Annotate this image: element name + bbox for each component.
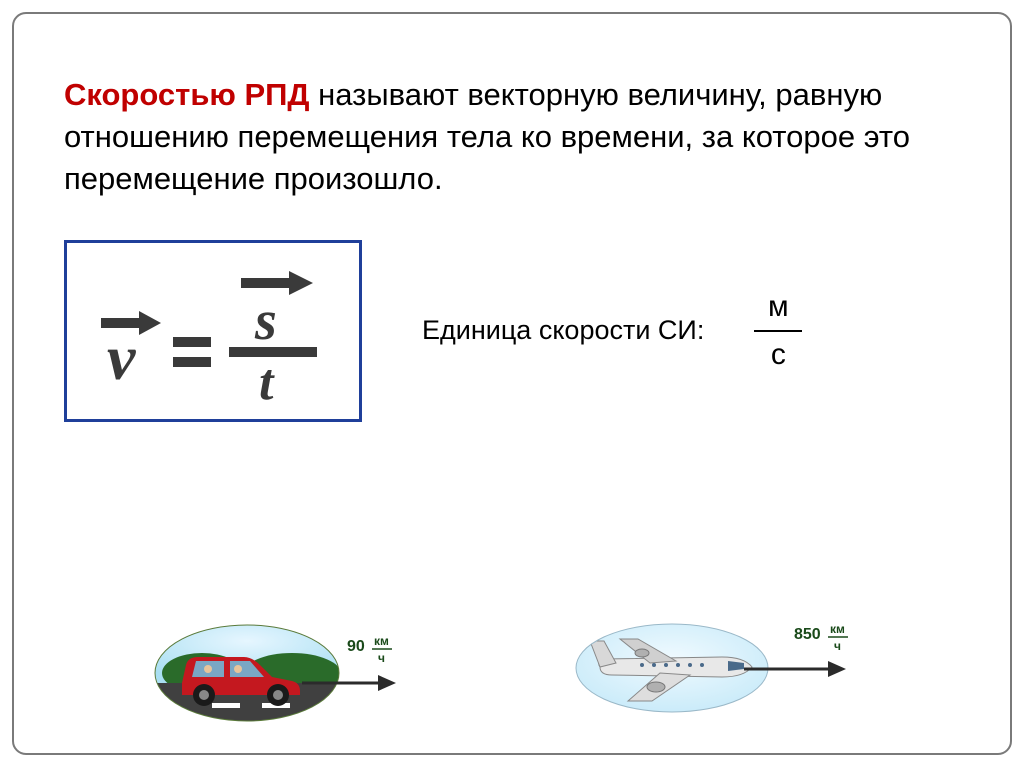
lhs-v-vector: v <box>101 311 161 393</box>
formula-box: v s t <box>64 240 362 422</box>
unit-numerator: м <box>768 290 789 324</box>
si-unit-label: Единица скорости СИ: <box>422 315 704 346</box>
svg-text:км: км <box>830 622 845 636</box>
numerator-s-vector: s <box>241 271 313 352</box>
svg-text:ч: ч <box>378 651 385 665</box>
definition-emphasis: Скоростью РПД <box>64 77 310 112</box>
svg-text:850: 850 <box>794 626 821 643</box>
denominator-t: t <box>259 354 275 401</box>
formula-row: v s t Единица скорости С <box>64 240 960 422</box>
velocity-formula: v s t <box>89 261 329 401</box>
unit-denominator: с <box>771 338 786 372</box>
equals-sign <box>173 337 211 367</box>
unit-fraction-bar <box>754 330 802 332</box>
svg-text:90: 90 <box>347 638 365 655</box>
svg-text:ч: ч <box>834 639 841 653</box>
si-unit-block: Единица скорости СИ: м с <box>422 290 802 372</box>
svg-text:s: s <box>254 290 277 352</box>
si-unit-fraction: м с <box>754 290 802 372</box>
svg-text:км: км <box>374 634 389 648</box>
svg-text:v: v <box>107 322 136 393</box>
car-illustration: 90 км ч <box>152 583 432 723</box>
plane-illustration: 850 км ч <box>572 583 872 723</box>
definition-text: Скоростью РПД называют векторную величин… <box>64 74 960 200</box>
slide-frame: Скоростью РПД называют векторную величин… <box>12 12 1012 755</box>
illustrations-row: 90 км ч <box>14 583 1010 723</box>
